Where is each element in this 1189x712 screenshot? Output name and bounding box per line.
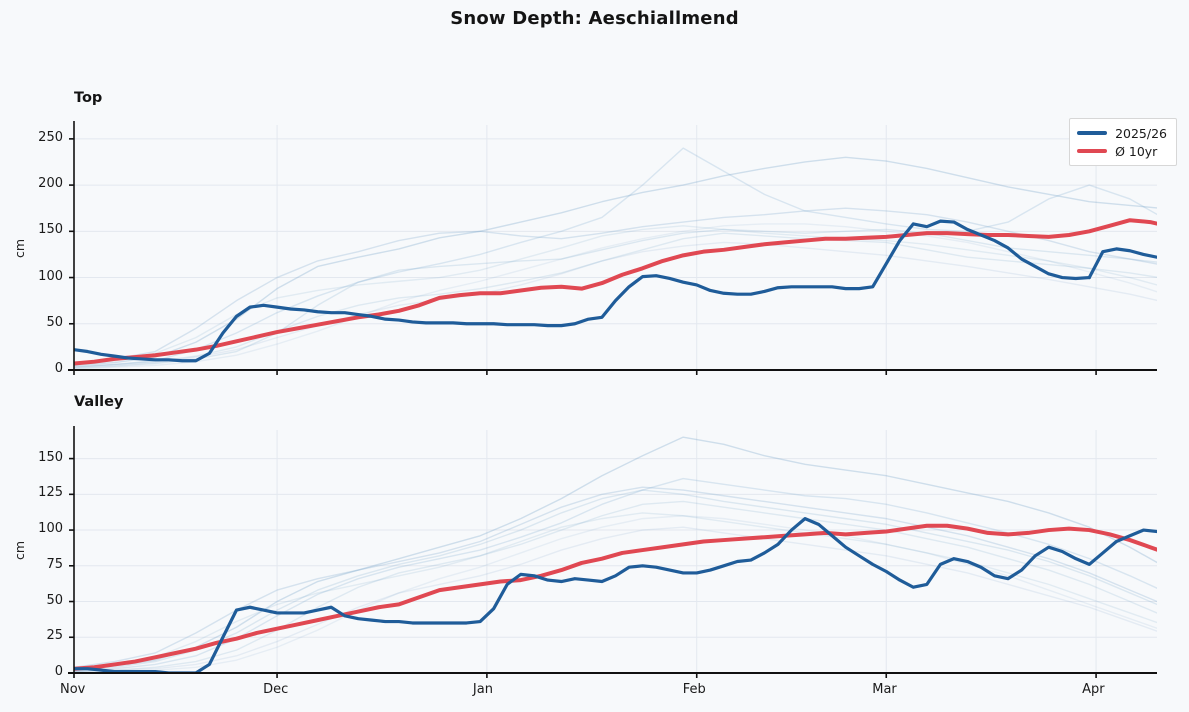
y-tick-label: 50 [46, 314, 63, 330]
history-line [74, 526, 1157, 673]
history-line [74, 147, 1157, 368]
legend-label: 2025/26 [1115, 125, 1167, 141]
y-tick-label: 25 [46, 628, 63, 644]
x-tick-label: Nov [60, 682, 86, 697]
history-line [74, 223, 1157, 370]
y-tick-label: 0 [54, 361, 63, 376]
history-line [74, 225, 1157, 366]
series-line [74, 523, 1157, 671]
history-line [74, 477, 1157, 673]
series-line [1087, 247, 1157, 280]
panel-title-valley: Valley [74, 394, 124, 410]
y-tick-label: 75 [46, 556, 63, 572]
legend-item-1[interactable]: 2025/26 [1077, 124, 1167, 142]
history-line [74, 436, 1157, 671]
history-line [74, 515, 1157, 673]
legend-label: Ø 10yr [1115, 143, 1158, 159]
y-tick-label: 200 [38, 176, 63, 192]
x-tick-label: Apr [1082, 682, 1105, 697]
history-line [74, 156, 1157, 367]
y-tick-label: 250 [38, 129, 63, 145]
x-tick-label: Dec [263, 682, 289, 697]
y-tick-label: 0 [54, 664, 63, 679]
legend-color-swatch [1077, 149, 1108, 153]
x-tick-label: Mar [872, 682, 897, 697]
panel-title-top: Top [74, 90, 103, 106]
history-line [74, 241, 1157, 368]
y-tick-label: 100 [38, 521, 63, 537]
series-line [74, 218, 1157, 366]
chart-legend: 2025/26 Ø 10yr [1069, 118, 1177, 166]
series-line [74, 219, 1091, 363]
x-tick-label: Jan [472, 682, 493, 697]
history-line [74, 486, 1157, 668]
legend-item-2[interactable]: Ø 10yr [1077, 142, 1167, 160]
y-tick-label: 150 [38, 449, 63, 465]
history-line [74, 207, 1157, 364]
y-tick-label: 50 [46, 592, 63, 608]
legend-color-swatch [1077, 131, 1108, 135]
page-title: Snow Depth: Aeschiallmend [450, 8, 739, 29]
y-tick-label: 150 [38, 222, 63, 238]
y-tick-label: 125 [38, 485, 63, 501]
history-line [74, 512, 1157, 670]
x-tick-label: Feb [682, 682, 706, 697]
series-line [74, 517, 1157, 673]
history-line [74, 489, 1157, 671]
y-tick-label: 100 [38, 268, 63, 284]
panel-valley [68, 426, 1157, 678]
panel-top [68, 121, 1157, 375]
